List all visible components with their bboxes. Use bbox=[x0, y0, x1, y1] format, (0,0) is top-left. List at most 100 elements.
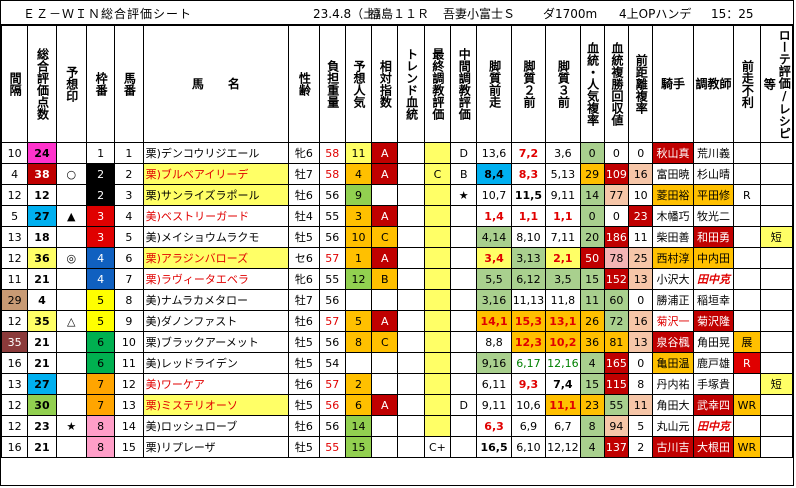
sex-age-cell: 牡5 bbox=[288, 331, 320, 353]
style-2-cell: 11,13 bbox=[510, 289, 547, 311]
waku-cell: 2 bbox=[85, 184, 116, 206]
column-header-8: 予想人気 bbox=[344, 25, 373, 143]
trainer-cell: 手塚貴 bbox=[692, 373, 735, 395]
style-2-cell: 7,2 bbox=[510, 142, 547, 164]
bloodline-rate-cell: 26 bbox=[579, 310, 605, 332]
score-cell: 38 bbox=[27, 163, 57, 185]
rotation-cell bbox=[759, 415, 794, 437]
race-course: ダ1700m bbox=[543, 7, 598, 21]
distance-rate-cell: 16 bbox=[628, 163, 654, 185]
final-training-cell bbox=[423, 331, 452, 353]
style-last-cell: 1,4 bbox=[476, 205, 512, 227]
umaban-cell: 9 bbox=[114, 310, 144, 332]
horse-name-cell: 美)ダノンファスト bbox=[142, 310, 290, 332]
rotation-cell bbox=[759, 289, 794, 311]
jockey-cell: 西村淳 bbox=[652, 247, 694, 269]
weight-cell: 56 bbox=[318, 289, 346, 311]
relative-index-cell: A bbox=[371, 310, 399, 332]
table-header-row: 間隔 総合評価点数 予想印 枠番 馬番馬 名性齢 負担重量 予想人気 相対指数 トレンド血統 最終… bbox=[0, 25, 794, 143]
style-2-cell: 9,3 bbox=[510, 373, 547, 395]
style-last-cell: 8,4 bbox=[476, 163, 512, 185]
bloodline-rate-cell: 36 bbox=[579, 331, 605, 353]
style-last-cell: 5,5 bbox=[476, 268, 512, 290]
mid-training-cell bbox=[450, 436, 478, 458]
table-row: 12 23 ★ 8 14 美)ロッシュローブ 牡6 56 14 6,3 6,9 6,7 8 94 5 丸山元田… bbox=[0, 415, 794, 437]
column-header-6: 性齢 bbox=[288, 25, 320, 143]
umaban-cell: 14 bbox=[114, 415, 144, 437]
horse-name-cell: 栗)ミステリオーソ bbox=[142, 394, 290, 416]
relative-index-cell: A bbox=[371, 205, 399, 227]
final-training-cell bbox=[423, 373, 452, 395]
foul-cell bbox=[733, 247, 761, 269]
style-2-cell: 6,12 bbox=[510, 268, 547, 290]
style-3-cell: 7,4 bbox=[545, 373, 581, 395]
distance-rate-cell: 0 bbox=[628, 142, 654, 164]
waku-cell: 7 bbox=[85, 394, 116, 416]
umaban-cell: 5 bbox=[114, 226, 144, 248]
bloodline-rate-cell: 8 bbox=[579, 415, 605, 437]
horse-name-cell: 美)ワーケア bbox=[142, 373, 290, 395]
mark-cell bbox=[55, 394, 87, 416]
return-value-cell: 78 bbox=[603, 247, 630, 269]
mark-cell bbox=[55, 226, 87, 248]
foul-cell bbox=[733, 226, 761, 248]
weight-cell: 57 bbox=[318, 310, 346, 332]
umaban-cell: 15 bbox=[114, 436, 144, 458]
trainer-cell: 荒川義 bbox=[692, 142, 735, 164]
popularity-cell: 15 bbox=[344, 436, 373, 458]
horse-name-cell: 美)メイショウムラクモ bbox=[142, 226, 290, 248]
popularity-cell bbox=[344, 289, 373, 311]
interval-cell: 5 bbox=[0, 205, 29, 227]
return-value-cell: 60 bbox=[603, 289, 630, 311]
trend-cell bbox=[397, 226, 425, 248]
waku-cell: 2 bbox=[85, 163, 116, 185]
column-header-22: ローテ評価/レシピ等 bbox=[759, 25, 794, 143]
horse-name-cell: 美)ベストリーガード bbox=[142, 205, 290, 227]
rotation-cell bbox=[759, 268, 794, 290]
relative-index-cell bbox=[371, 352, 399, 374]
foul-cell bbox=[733, 205, 761, 227]
table-row: 35 21 6 10 栗)ブラックアーメット 牡5 56 8 C 8,8 12,3 10,2 36 81 1… bbox=[0, 331, 794, 353]
rotation-cell bbox=[759, 310, 794, 332]
race-date: 23.4.8（土） bbox=[313, 7, 388, 21]
final-training-cell: C+ bbox=[423, 436, 452, 458]
distance-rate-cell: 25 bbox=[628, 247, 654, 269]
column-header-0: 間隔 bbox=[0, 25, 29, 143]
horse-name-cell: 栗)サンライズラポール bbox=[142, 184, 290, 206]
style-2-cell: 10,6 bbox=[510, 394, 547, 416]
column-header-14: 脚質２前 bbox=[510, 25, 547, 143]
trend-cell bbox=[397, 436, 425, 458]
mid-training-cell bbox=[450, 331, 478, 353]
distance-rate-cell: 10 bbox=[628, 184, 654, 206]
race-number: 福島１１Ｒ bbox=[369, 7, 430, 21]
table-row: 12 35 △ 5 9 美)ダノンファスト 牡6 57 5 A 14,1 15,3 13,1 26 72 16… bbox=[0, 310, 794, 332]
trend-cell bbox=[397, 394, 425, 416]
interval-cell: 35 bbox=[0, 331, 29, 353]
horse-name-cell: 美)ロッシュローブ bbox=[142, 415, 290, 437]
jockey-cell: 富田暁 bbox=[652, 163, 694, 185]
return-value-cell: 115 bbox=[603, 373, 630, 395]
distance-rate-cell: 13 bbox=[628, 268, 654, 290]
score-cell: 21 bbox=[27, 268, 57, 290]
score-cell: 21 bbox=[27, 436, 57, 458]
jockey-cell: 古川吉 bbox=[652, 436, 694, 458]
mark-cell bbox=[55, 142, 87, 164]
horse-name-cell: 美)レッドライデン bbox=[142, 352, 290, 374]
umaban-cell: 8 bbox=[114, 289, 144, 311]
score-cell: 36 bbox=[27, 247, 57, 269]
umaban-cell: 12 bbox=[114, 373, 144, 395]
score-cell: 27 bbox=[27, 373, 57, 395]
trainer-cell: 中内田 bbox=[692, 247, 735, 269]
foul-cell: R bbox=[733, 352, 761, 374]
final-training-cell bbox=[423, 289, 452, 311]
mid-training-cell bbox=[450, 352, 478, 374]
jockey-cell: 丹内祐 bbox=[652, 373, 694, 395]
mark-cell bbox=[55, 352, 87, 374]
waku-cell: 6 bbox=[85, 331, 116, 353]
table-row: 5 27 ▲ 3 4 美)ベストリーガード 牡4 55 3 A 1,4 1,1 1,1 0 0 23 木幡巧 牧光… bbox=[0, 205, 794, 227]
weight-cell: 58 bbox=[318, 142, 346, 164]
style-3-cell: 5,13 bbox=[545, 163, 581, 185]
relative-index-cell: A bbox=[371, 394, 399, 416]
interval-cell: 12 bbox=[0, 415, 29, 437]
sheet-header: ＥＺ－ＷＩＮ総合評価シート 23.4.8（土） 福島１１Ｒ 吾妻小富士Ｓ ダ17… bbox=[1, 1, 793, 25]
